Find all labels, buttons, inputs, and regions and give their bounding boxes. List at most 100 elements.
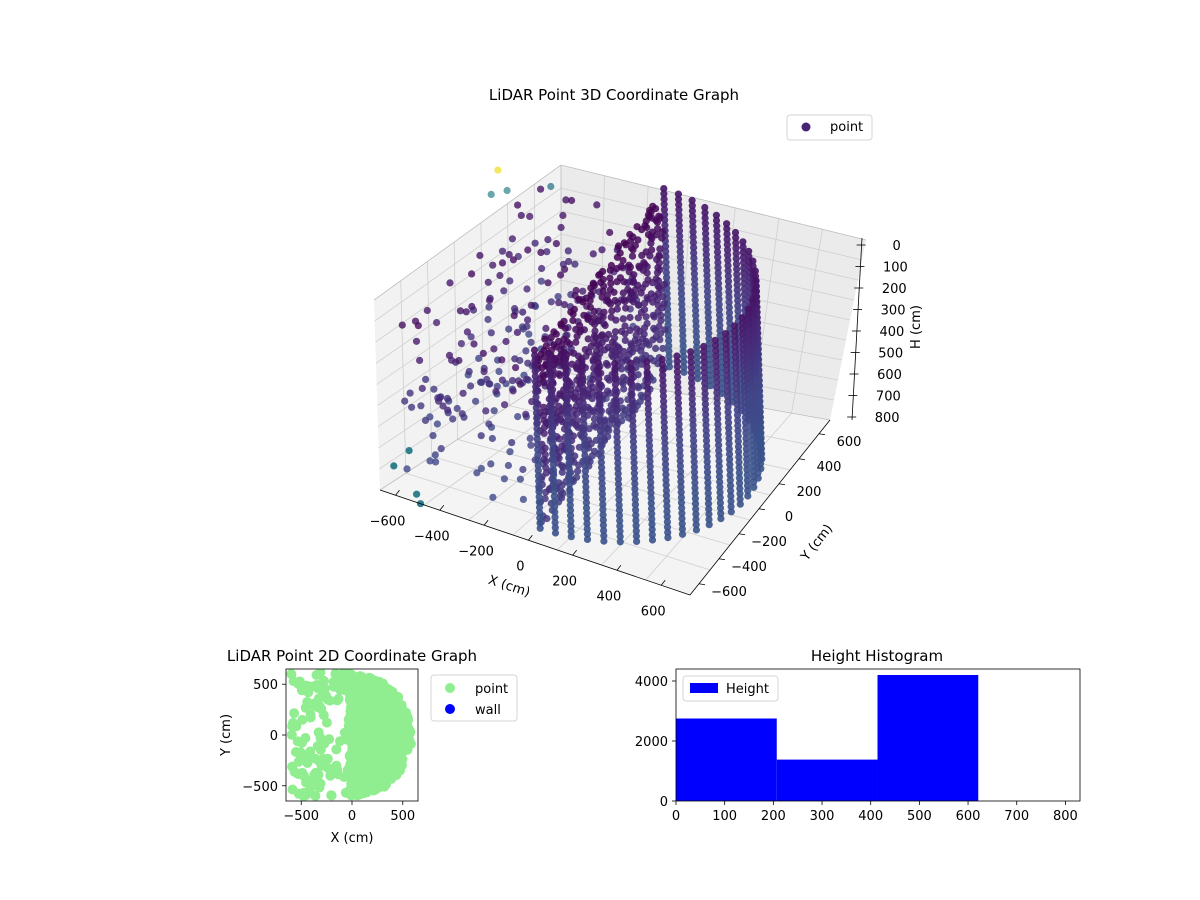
point-3d [722,350,730,359]
point-3d [745,331,753,339]
hist-x-tick-label: 700 [1004,809,1029,824]
point-3d [555,299,563,307]
point-3d [585,425,593,433]
point-3d [599,495,607,503]
point-3d [702,426,710,434]
point-3d [739,350,748,359]
point-3d [659,344,667,353]
z-tick-label: 100 [883,261,908,276]
point-3d [706,376,714,385]
point-2d [352,708,363,719]
point-3d [714,410,722,418]
point-3d [716,316,724,324]
x-axis-label-3d: X (cm) [486,573,532,601]
point-3d [678,504,686,512]
point-3d [485,420,493,428]
point-3d [673,362,681,371]
point-3d [678,530,687,538]
point-3d [432,458,440,466]
point-3d [700,358,708,366]
point-3d [565,454,573,462]
point-3d [723,235,731,243]
point-3d [694,369,702,377]
point-3d [579,383,587,391]
point-3d [416,356,424,364]
point-3d [715,446,723,455]
point-3d [660,408,668,416]
point-3d [701,390,709,398]
point-3d [634,382,642,390]
point-3d [613,253,622,261]
point-3d [713,222,721,230]
point-3d [676,441,684,449]
point-3d [678,525,687,533]
point-3d [487,329,495,337]
point-3d [599,506,607,514]
point-3d [724,408,732,416]
point-3d [725,445,733,453]
point-3d [735,453,743,461]
point-3d [726,455,734,463]
point-3d [536,519,544,527]
point-3d [662,242,670,250]
point-3d [619,315,627,323]
point-3d [564,423,572,431]
point-3d [631,501,640,509]
point-3d [648,525,656,534]
point-3d [462,308,470,316]
point-3d [715,467,724,476]
point-3d [523,375,531,383]
z-tick-label: 700 [876,390,901,405]
chart-3d-title: LiDAR Point 3D Coordinate Graph [489,86,739,104]
point-3d [535,498,543,506]
point-3d [723,382,731,390]
point-3d [687,353,695,361]
point-3d [726,471,734,479]
point-3d [744,305,752,313]
point-3d [645,436,653,444]
point-3d [527,338,535,346]
point-3d [701,395,709,403]
point-3d [744,487,752,495]
point-3d [750,478,758,486]
point-3d [677,488,685,496]
point-3d [595,385,603,393]
point-3d [714,420,722,428]
point-3d [677,499,686,507]
point-3d [463,328,471,336]
point-3d [693,338,701,346]
point-3d [548,424,556,432]
point-3d [743,455,751,463]
point-3d [615,506,624,514]
point-3d [674,195,683,203]
z-tick-label: 200 [882,282,907,297]
y-tick-label: 0 [785,510,793,525]
point-3d [700,342,708,351]
point-2d [286,669,297,679]
point-3d [423,306,431,315]
point-3d [583,520,591,528]
point-3d [579,378,587,386]
point-3d [749,452,757,460]
point-3d [704,489,712,497]
x-tick-label-2d: 500 [390,809,415,824]
point-3d [689,233,697,241]
point-3d [628,385,636,393]
point-3d [676,237,684,245]
point-3d [547,393,555,401]
point-3d [566,506,575,514]
point-3d [680,358,688,366]
point-3d [725,303,733,312]
point-3d [675,216,683,224]
point-3d [600,537,608,545]
point-3d [611,359,619,368]
legend-histogram-swatch [690,683,718,693]
point-3d [549,456,557,464]
point-3d [564,438,572,446]
point-3d [700,369,709,377]
point-3d [551,529,560,537]
point-3d [740,371,748,380]
point-3d [725,434,733,442]
point-3d [611,328,620,336]
